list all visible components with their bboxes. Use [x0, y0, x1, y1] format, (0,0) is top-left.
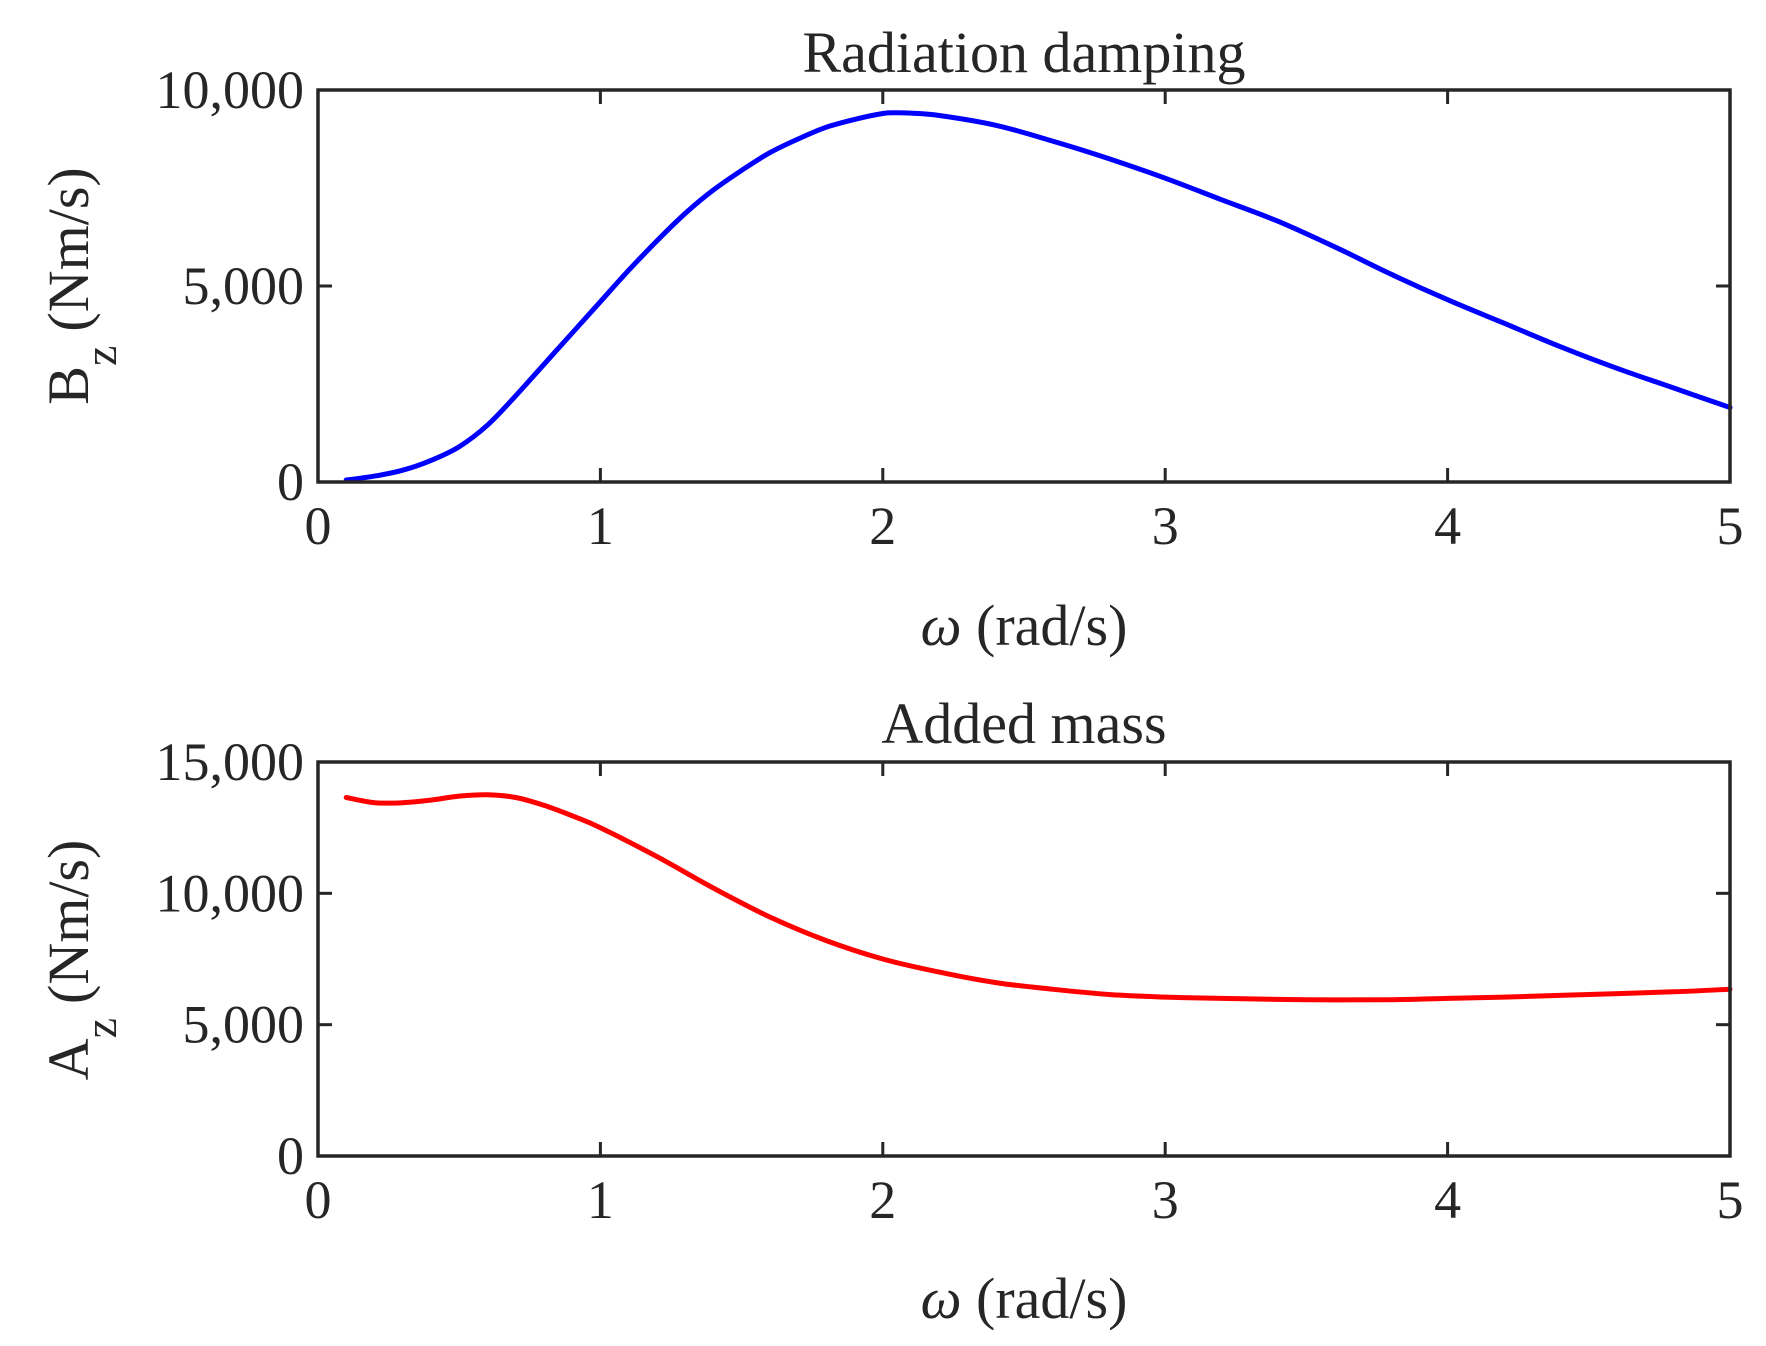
ticks: [316, 760, 1732, 1158]
x-tick-label: 3: [1152, 496, 1179, 556]
y-axis-unit: (Nm/s): [36, 840, 101, 1004]
y-tick-label: 0: [277, 452, 304, 512]
chart-title: Added mass: [881, 691, 1166, 756]
y-tick-label: 15,000: [156, 732, 305, 792]
y-tick-label: 5,000: [183, 256, 305, 316]
a-z-series-line: [343, 792, 1733, 1003]
x-axis-label: ω (rad/s): [921, 593, 1128, 658]
y-tick-label: 0: [277, 1126, 304, 1186]
radiation-damping-panel: Radiation damping 0 1 2 3 4 5 0 5,000 10,000 ω (…: [36, 20, 1744, 658]
x-tick-label: 0: [305, 1170, 332, 1230]
b-z-series-line: [343, 110, 1733, 483]
added-mass-panel: Added mass 0 1 2 3 4 5 0 5,000 10,000 15,000 ω (r…: [36, 691, 1744, 1331]
y-axis-subscript: z: [75, 346, 126, 366]
x-axis-symbol: ω: [921, 593, 962, 658]
x-tick-label: 1: [587, 496, 614, 556]
plot-area-frame: [316, 88, 1732, 484]
x-tick-label: 0: [305, 496, 332, 556]
chart-title: Radiation damping: [803, 20, 1246, 85]
x-axis-unit: (rad/s): [976, 593, 1127, 658]
y-axis-label: Az (Nm/s): [36, 840, 126, 1081]
x-axis-unit: (rad/s): [976, 1266, 1127, 1331]
y-tick-label: 10,000: [156, 60, 305, 120]
tick-labels: 0 1 2 3 4 5 0 5,000 10,000: [156, 60, 1744, 556]
x-tick-label: 3: [1152, 1170, 1179, 1230]
y-axis-symbol: A: [36, 1038, 101, 1080]
x-tick-label: 5: [1717, 496, 1744, 556]
y-tick-label: 10,000: [156, 863, 305, 923]
x-tick-label: 4: [1434, 1170, 1461, 1230]
x-tick-label: 2: [869, 496, 896, 556]
x-tick-label: 5: [1717, 1170, 1744, 1230]
y-axis-unit: (Nm/s): [36, 167, 101, 331]
ticks: [316, 88, 1732, 484]
x-axis-label: ω (rad/s): [921, 1266, 1128, 1331]
y-tick-label: 5,000: [183, 995, 305, 1055]
x-tick-label: 2: [869, 1170, 896, 1230]
x-axis-symbol: ω: [921, 1266, 962, 1331]
plot-area-frame: [316, 760, 1732, 1158]
tick-labels: 0 1 2 3 4 5 0 5,000 10,000 15,000: [156, 732, 1744, 1230]
y-axis-label: Bz (Nm/s): [36, 167, 126, 404]
y-axis-subscript: z: [75, 1018, 126, 1038]
x-tick-label: 4: [1434, 496, 1461, 556]
x-tick-label: 1: [587, 1170, 614, 1230]
y-axis-symbol: B: [36, 366, 101, 405]
